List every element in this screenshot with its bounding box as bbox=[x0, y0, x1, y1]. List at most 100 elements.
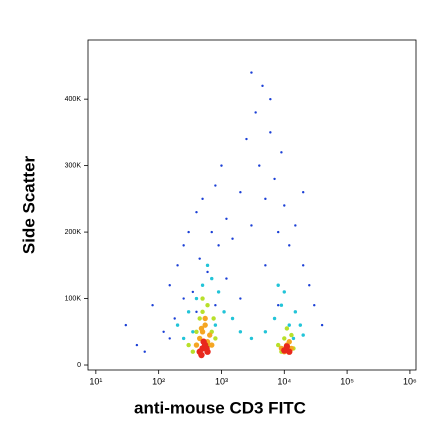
data-point bbox=[220, 164, 223, 167]
data-point bbox=[225, 277, 228, 280]
data-point bbox=[245, 137, 248, 141]
data-point bbox=[182, 244, 185, 247]
data-point bbox=[182, 297, 185, 300]
data-point bbox=[191, 330, 195, 334]
data-point bbox=[238, 330, 243, 334]
data-point bbox=[239, 191, 242, 194]
data-point bbox=[175, 323, 180, 327]
data-point bbox=[195, 210, 198, 214]
data-point bbox=[186, 342, 191, 348]
data-point bbox=[282, 290, 286, 294]
data-point bbox=[205, 263, 210, 268]
data-point bbox=[288, 244, 291, 247]
data-point bbox=[273, 177, 276, 181]
data-point bbox=[195, 310, 198, 314]
data-point bbox=[200, 296, 205, 301]
data-point bbox=[197, 316, 202, 321]
data-point bbox=[190, 349, 196, 354]
y-tick-label: 0 bbox=[77, 362, 81, 369]
data-point bbox=[213, 323, 218, 327]
data-point bbox=[284, 326, 290, 331]
data-point bbox=[181, 336, 186, 341]
data-point bbox=[283, 204, 286, 207]
data-point bbox=[205, 302, 210, 308]
data-point bbox=[231, 237, 234, 240]
data-point bbox=[264, 264, 267, 267]
data-point bbox=[206, 270, 209, 274]
data-point bbox=[275, 342, 281, 348]
data-point bbox=[162, 330, 165, 333]
data-point bbox=[291, 336, 296, 341]
data-point bbox=[200, 283, 205, 287]
data-point bbox=[202, 322, 208, 328]
data-point bbox=[193, 342, 200, 348]
x-tick-label: 10² bbox=[152, 376, 165, 386]
y-tick-label: 100K bbox=[65, 295, 82, 302]
data-point bbox=[249, 336, 254, 341]
data-point bbox=[239, 297, 242, 300]
data-point bbox=[313, 303, 316, 307]
data-point bbox=[194, 296, 199, 301]
y-tick-label: 400K bbox=[65, 96, 82, 103]
data-point bbox=[209, 342, 215, 348]
data-point bbox=[168, 284, 171, 287]
plot-frame bbox=[87, 39, 417, 371]
y-tick-label: 300K bbox=[65, 162, 82, 169]
data-point bbox=[258, 164, 261, 167]
data-point bbox=[269, 97, 272, 101]
data-point bbox=[201, 197, 204, 201]
data-point bbox=[320, 323, 324, 327]
data-point bbox=[191, 290, 195, 294]
y-axis-label: Side Scatter bbox=[19, 155, 38, 254]
data-point bbox=[276, 283, 280, 287]
data-point bbox=[261, 84, 264, 88]
data-point bbox=[294, 224, 297, 227]
x-axis-label: anti-mouse CD3 FITC bbox=[134, 398, 306, 417]
data-point bbox=[202, 315, 208, 322]
data-point bbox=[279, 303, 284, 307]
data-point bbox=[194, 329, 199, 334]
x-tick-label: 10⁵ bbox=[340, 376, 354, 386]
data-point bbox=[198, 325, 205, 332]
data-point bbox=[298, 323, 303, 327]
data-point bbox=[151, 303, 154, 307]
data-point bbox=[198, 351, 205, 359]
data-point bbox=[143, 350, 146, 353]
data-point bbox=[308, 284, 311, 287]
data-point bbox=[269, 131, 272, 134]
data-point bbox=[225, 217, 228, 220]
data-point bbox=[286, 348, 293, 355]
data-point bbox=[301, 264, 305, 267]
data-point bbox=[176, 264, 179, 267]
data-point bbox=[280, 151, 283, 154]
data-point bbox=[186, 310, 191, 314]
data-point bbox=[196, 335, 203, 342]
data-point bbox=[210, 230, 213, 234]
data-point bbox=[230, 316, 235, 321]
data-point bbox=[293, 310, 298, 314]
data-point bbox=[214, 184, 217, 187]
data-point bbox=[283, 343, 291, 350]
data-point bbox=[168, 337, 171, 340]
data-point bbox=[250, 224, 253, 227]
data-point bbox=[207, 332, 213, 338]
data-point bbox=[213, 336, 218, 341]
data-point bbox=[200, 309, 205, 315]
data-point bbox=[250, 71, 253, 74]
x-tick-label: 10³ bbox=[215, 376, 228, 386]
data-point bbox=[187, 230, 190, 234]
data-point bbox=[216, 290, 221, 294]
data-point bbox=[198, 257, 201, 260]
data-point bbox=[200, 338, 207, 345]
data-point bbox=[254, 111, 257, 114]
data-point bbox=[289, 332, 294, 338]
x-tick-label: 10⁴ bbox=[277, 376, 291, 386]
data-point bbox=[286, 339, 292, 345]
y-tick-label: 200K bbox=[65, 229, 82, 236]
x-tick-label: 10⁶ bbox=[403, 376, 417, 386]
data-point bbox=[287, 323, 291, 327]
data-point bbox=[276, 230, 280, 234]
data-point bbox=[282, 336, 287, 341]
